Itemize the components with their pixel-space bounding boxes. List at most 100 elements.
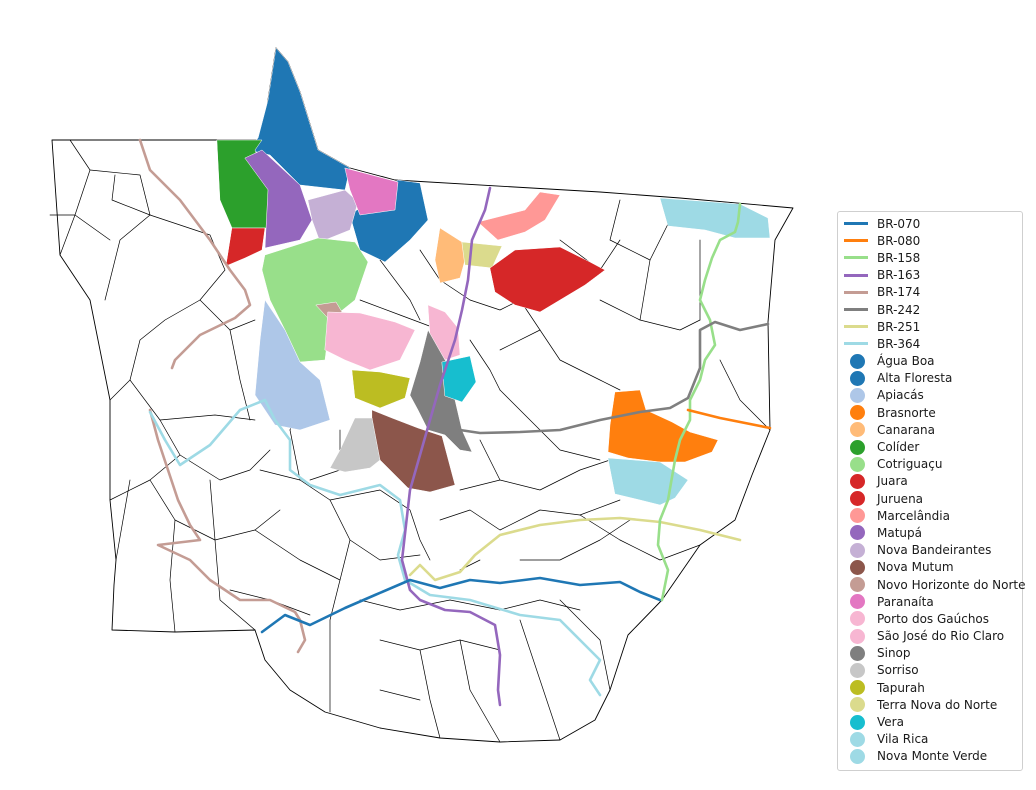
municipality-paranaita [344,167,399,216]
legend-item-nova-bandeirantes: Nova Bandeirantes [844,542,1022,559]
legend-item-juara: Juara [844,473,1022,490]
municipality-nova-bandeirantes [307,189,359,243]
legend-dot-swatch [850,456,865,472]
legend-dot-swatch [850,628,865,644]
legend-label: Alta Floresta [877,371,953,386]
legend-label: BR-242 [877,302,921,317]
legend-item-brasnorte: Brasnorte [844,404,1022,421]
legend-item-vila-rica: Vila Rica [844,731,1022,748]
municipality-vila-rica [659,197,771,239]
legend-label: Colíder [877,440,920,455]
legend-dot-swatch [850,542,865,558]
legend-dot-swatch [850,714,865,730]
legend-label: BR-080 [877,233,921,248]
road-br-163 [400,186,502,707]
legend-label: BR-070 [877,216,921,231]
legend-label: Vila Rica [877,732,929,747]
legend-dot-swatch [850,559,865,575]
legend-label: Vera [877,715,904,730]
legend-item-br-364: BR-364 [844,335,1022,352]
legend-label: Juruena [877,491,924,506]
highways [138,138,772,707]
legend-label: BR-364 [877,336,921,351]
municipality-tapurah [351,369,411,409]
legend-item-br-242: BR-242 [844,301,1022,318]
legend-dot-swatch [850,525,865,541]
road-br-242 [458,320,770,435]
municipality-agua-boa [349,179,429,263]
legend-item-vera: Vera [844,713,1022,730]
legend-item-br-080: BR-080 [844,232,1022,249]
road-br-174-south [148,408,307,654]
legend-item-canarana: Canarana [844,421,1022,438]
legend-label: Água Boa [877,354,935,369]
municipality-juara [225,227,266,267]
legend-dot-swatch [850,491,865,507]
legend-dot-swatch [850,611,865,627]
legend-item-novo-horizonte-do-norte: Novo Horizonte do Norte [844,576,1026,593]
legend-item-nova-monte-verde: Nova Monte Verde [844,748,1022,765]
legend-item-apiacas: Apiacás [844,387,1022,404]
municipal-borders [49,139,771,743]
legend-dot-swatch [850,405,865,421]
legend-item-paranaita: Paranaíta [844,593,1022,610]
legend-label: Novo Horizonte do Norte [877,577,1026,592]
legend-label: Cotriguaçu [877,457,943,472]
road-br-364 [148,398,602,697]
legend-dot-swatch [850,508,865,524]
municipality-apiacas [254,299,331,431]
municipality-juruena [489,246,606,313]
legend-item-colider: Colíder [844,438,1022,455]
legend-line-swatch [844,308,868,312]
legend-label: Sorriso [877,663,919,678]
legend-dot-swatch [850,473,865,489]
legend-item-br-158: BR-158 [844,249,1022,266]
legend-label: Nova Mutum [877,560,954,575]
road-br-070 [260,576,662,634]
legend-municipalities: Água Boa Alta Floresta Apiacás Brasnorte Can… [844,353,1026,766]
legend-dot-swatch [850,697,865,713]
legend-label: Tapurah [877,680,925,695]
legend-line-swatch [844,239,868,243]
legend-item-porto-dos-gauchos: Porto dos Gaúchos [844,610,1022,627]
legend-dot-swatch [850,594,865,610]
legend-item-tapurah: Tapurah [844,679,1022,696]
legend-dot-swatch [850,645,865,661]
legend-label: BR-174 [877,285,921,300]
legend-roads: BR-070 BR-080 BR-158 BR-163 BR-174 BR-242 BR-2… [844,215,1022,353]
legend-label: Sinop [877,646,911,661]
map-legend: BR-070 BR-080 BR-158 BR-163 BR-174 BR-242 BR-2… [837,211,1026,771]
legend-item-sorriso: Sorriso [844,662,1022,679]
legend-label: Nova Bandeirantes [877,543,992,558]
legend-dot-swatch [850,748,865,764]
legend-line-swatch [844,222,868,226]
legend-dot-swatch [850,680,865,696]
legend-item-br-070: BR-070 [844,215,1022,232]
legend-item-br-174: BR-174 [844,284,1022,301]
municipality-sorriso [329,417,381,473]
legend-label: Porto dos Gaúchos [877,611,990,626]
legend-item-agua-boa: Água Boa [844,353,1022,370]
municipality-marcelandia [477,191,561,241]
highlighted-municipalities [216,47,771,506]
legend-label: Paranaíta [877,594,934,609]
legend-label: São José do Rio Claro [877,629,1005,644]
legend-dot-swatch [850,353,865,369]
legend-label: Marcelândia [877,508,950,523]
legend-item-terra-nova-do-norte: Terra Nova do Norte [844,696,1022,713]
legend-line-swatch [844,273,868,277]
legend-line-swatch [844,342,868,346]
legend-item-juruena: Juruena [844,490,1022,507]
legend-item-nova-mutum: Nova Mutum [844,559,1022,576]
municipality-porto-dos-gauchos [324,311,416,371]
legend-label: Canarana [877,422,935,437]
legend-dot-swatch [850,422,865,438]
legend-label: BR-251 [877,319,921,334]
legend-dot-swatch [850,439,865,455]
legend-item-br-251: BR-251 [844,318,1022,335]
legend-dot-swatch [850,370,865,386]
legend-item-matupa: Matupá [844,524,1022,541]
legend-label: Apiacás [877,388,924,403]
legend-dot-swatch [850,731,865,747]
